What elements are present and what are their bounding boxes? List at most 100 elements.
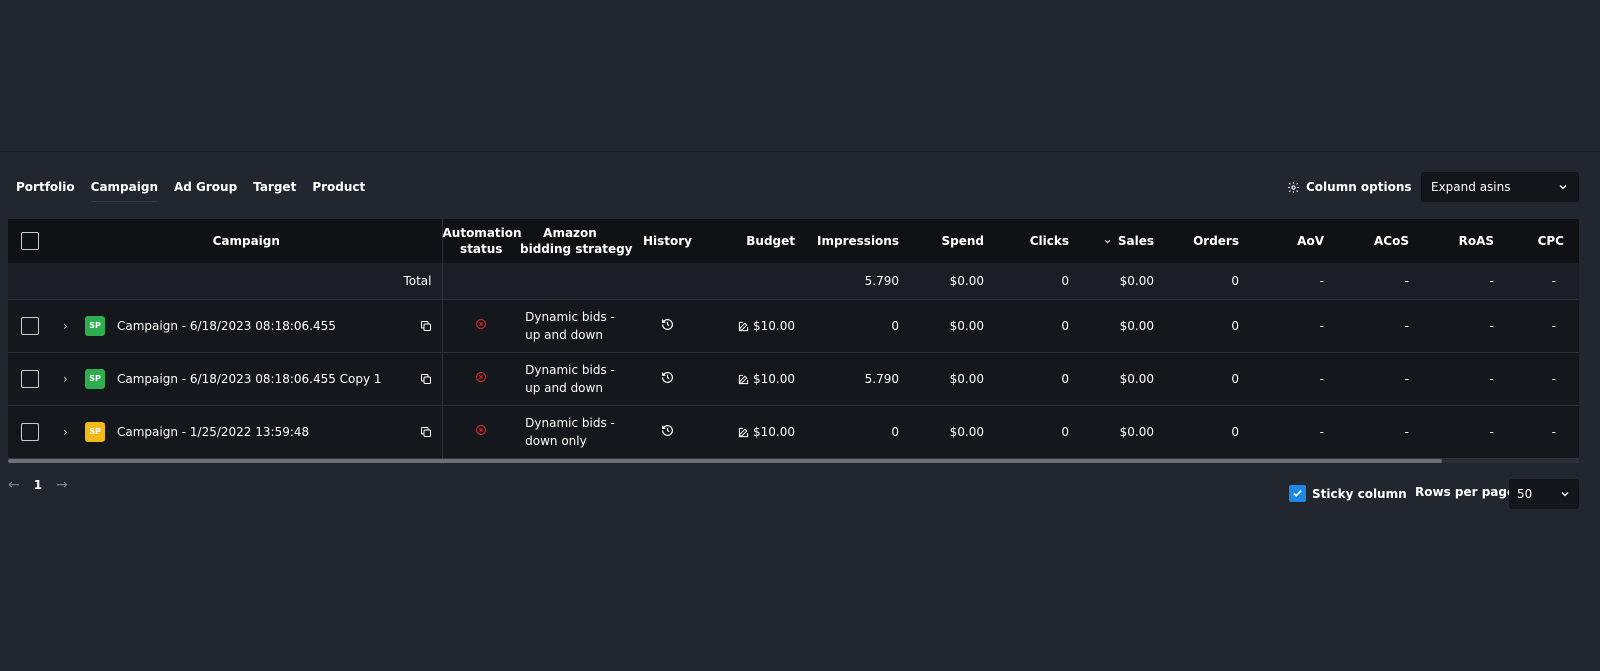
horizontal-scrollbar-thumb[interactable] [8,459,1442,463]
bidding-strategy-line2: up and down [525,380,603,395]
sp-badge: SP [85,421,105,442]
total-impressions: 5.790 [864,273,899,288]
tab-portfolio[interactable]: Portfolio [16,180,75,194]
table-row[interactable]: › SP Campaign - 6/18/2023 08:18:06.455 D… [8,299,1579,352]
stopped-status-icon[interactable] [475,371,487,383]
budget-cell[interactable]: $10.00 [715,352,799,405]
aov-cell: - [1319,371,1324,386]
sales-cell: $0.00 [1119,318,1154,333]
chevron-down-icon [1561,492,1569,497]
col-aov[interactable]: AoV [1297,234,1324,248]
column-options-label: Column options [1306,180,1412,194]
roas-cell: - [1489,424,1494,439]
col-bidding-strategy-line2: bidding strategy [520,242,633,256]
cpc-cell: - [1551,318,1556,333]
budget-value: $10.00 [753,371,795,386]
page-number[interactable]: 1 [33,478,43,492]
header-divider [0,151,1600,152]
sticky-column-toggle[interactable]: Sticky column [1289,485,1407,502]
next-page-icon[interactable]: → [56,477,68,493]
col-automation-status-line1: Automation [442,226,522,240]
col-orders[interactable]: Orders [1193,234,1239,248]
orders-cell: 0 [1231,424,1239,439]
col-impressions[interactable]: Impressions [817,234,899,248]
row-checkbox[interactable] [21,422,39,441]
copy-icon[interactable] [420,426,432,438]
total-row: Total 5.790 $0.00 0 $0.00 0 - - - - [8,263,1579,299]
budget-value: $10.00 [753,318,795,333]
campaign-name[interactable]: Campaign - 6/18/2023 08:18:06.455 Copy 1 [117,371,382,386]
history-icon[interactable] [661,318,674,331]
tab-product[interactable]: Product [312,180,366,194]
tab-target[interactable]: Target [253,180,297,194]
col-spend[interactable]: Spend [941,234,984,248]
col-roas[interactable]: RoAS [1458,234,1494,248]
select-all-checkbox[interactable] [21,232,39,250]
sp-badge: SP [85,315,105,336]
col-automation-status[interactable]: Automation status [442,219,522,263]
col-automation-status-line2: status [460,242,503,256]
budget-cell[interactable]: $10.00 [715,299,799,352]
budget-cell[interactable]: $10.00 [715,405,799,458]
row-checkbox[interactable] [21,316,39,335]
acos-cell: - [1404,371,1409,386]
rows-per-page-label: Rows per page [1415,485,1516,499]
tab-campaign[interactable]: Campaign [90,172,158,202]
expand-row-icon[interactable]: › [63,371,68,386]
col-sales-label: Sales [1117,234,1154,248]
impressions-cell: 5.790 [864,371,899,386]
rows-per-page-select[interactable]: 50 [1509,479,1579,509]
table-row[interactable]: › SP Campaign - 6/18/2023 08:18:06.455 C… [8,352,1579,405]
table-row[interactable]: › SP Campaign - 1/25/2022 13:59:48 Dynam… [8,405,1579,458]
sticky-column-checkbox[interactable] [1289,485,1306,502]
bidding-strategy-line1: Dynamic bids - [525,415,615,430]
chevron-down-icon [1559,185,1567,190]
history-icon[interactable] [661,371,674,384]
campaign-table: Campaign Automation status Amazon biddin… [8,219,1579,463]
table-header-row: Campaign Automation status Amazon biddin… [8,219,1579,263]
col-campaign[interactable]: Campaign [51,219,443,263]
total-orders: 0 [1231,273,1239,288]
col-cpc[interactable]: CPC [1537,234,1564,248]
bidding-strategy-line1: Dynamic bids - [525,362,615,377]
sticky-column-label: Sticky column [1312,486,1407,501]
clicks-cell: 0 [1061,371,1069,386]
col-history[interactable]: History [642,234,693,248]
column-options-button[interactable]: Column options [1287,180,1412,194]
row-checkbox[interactable] [21,369,39,388]
total-cpc: - [1551,273,1556,288]
level-tabs: Portfolio Campaign Ad Group Target Produ… [16,172,381,202]
col-acos[interactable]: ACoS [1374,234,1409,248]
bidding-strategy-line1: Dynamic bids - [525,309,615,324]
sp-badge: SP [85,368,105,389]
aov-cell: - [1319,318,1324,333]
copy-icon[interactable] [420,320,432,332]
roas-cell: - [1489,371,1494,386]
col-sales[interactable]: Sales [1077,219,1162,263]
total-acos: - [1404,273,1409,288]
prev-page-icon[interactable]: ← [8,477,20,493]
col-budget[interactable]: Budget [746,234,795,248]
pagination: ← 1 → [8,477,68,493]
clicks-cell: 0 [1061,318,1069,333]
col-bidding-strategy[interactable]: Amazon bidding strategy [520,219,633,263]
campaign-name[interactable]: Campaign - 6/18/2023 08:18:06.455 [117,318,336,333]
acos-cell: - [1404,318,1409,333]
sales-cell: $0.00 [1119,371,1154,386]
col-clicks[interactable]: Clicks [1029,234,1069,248]
col-bidding-strategy-line1: Amazon [543,226,597,240]
spend-cell: $0.00 [949,424,984,439]
total-sales: $0.00 [1119,273,1154,288]
campaign-name[interactable]: Campaign - 1/25/2022 13:59:48 [117,424,310,439]
history-icon[interactable] [661,424,674,437]
expand-row-icon[interactable]: › [63,318,68,333]
bidding-strategy-line2: down only [525,433,587,448]
expand-asins-select[interactable]: Expand asins [1421,172,1579,202]
rows-per-page-value: 50 [1517,487,1533,501]
tab-ad-group[interactable]: Ad Group [173,180,238,194]
copy-icon[interactable] [420,373,432,385]
expand-row-icon[interactable]: › [63,424,68,439]
stopped-status-icon[interactable] [475,318,487,330]
roas-cell: - [1489,318,1494,333]
stopped-status-icon[interactable] [475,424,487,436]
